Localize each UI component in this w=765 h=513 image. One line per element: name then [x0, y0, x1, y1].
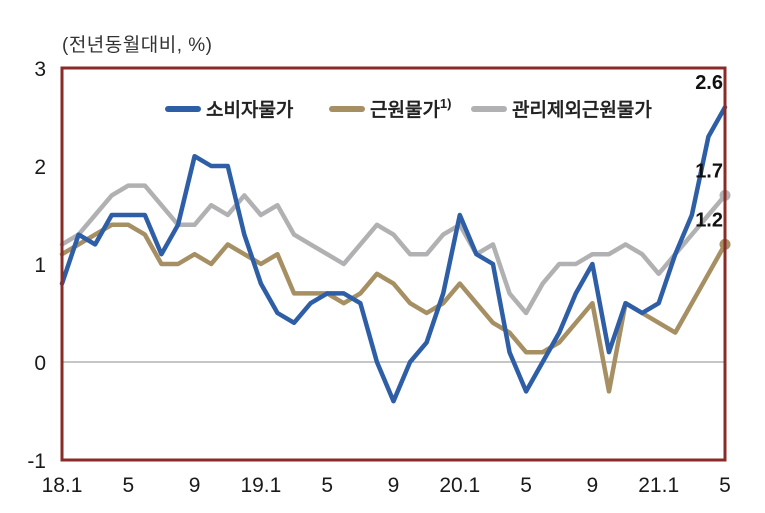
series-line-core	[59, 222, 728, 394]
legend-label-cpi: 소비자물가	[206, 99, 294, 121]
x-tick-label: 18.1	[42, 474, 83, 497]
series-line-cpi	[59, 104, 728, 404]
x-tick-label: 9	[587, 474, 599, 497]
x-tick-label: 9	[189, 474, 201, 497]
y-tick-label: 0	[34, 352, 46, 375]
series-end-label-cpi: 2.6	[695, 72, 723, 94]
x-tick-label: 19.1	[240, 474, 281, 497]
y-tick-label: -1	[27, 450, 46, 473]
x-tick-label: 5	[122, 474, 134, 497]
y-tick-label: 2	[34, 156, 46, 179]
x-tick-label: 20.1	[439, 474, 480, 497]
series-end-label-core-ex-admin: 1.7	[695, 160, 723, 182]
x-tick-label: 9	[388, 474, 400, 497]
x-tick-label: 21.1	[638, 474, 679, 497]
plot-border	[60, 66, 727, 462]
y-tick-label: 3	[34, 58, 46, 81]
y-tick-label: 1	[34, 254, 46, 277]
series-end-label-core: 1.2	[695, 209, 723, 231]
chart-unit-title: (전년동월대비, %)	[62, 35, 213, 56]
x-tick-label: 5	[321, 474, 333, 497]
legend-label-core: 근원물가1)	[370, 96, 451, 121]
x-tick-label: 5	[520, 474, 532, 497]
legend-label-core-ex-admin: 관리제외근원물가	[512, 99, 652, 121]
series-line-core-ex-admin	[59, 183, 728, 316]
x-tick-label: 5	[719, 474, 731, 497]
